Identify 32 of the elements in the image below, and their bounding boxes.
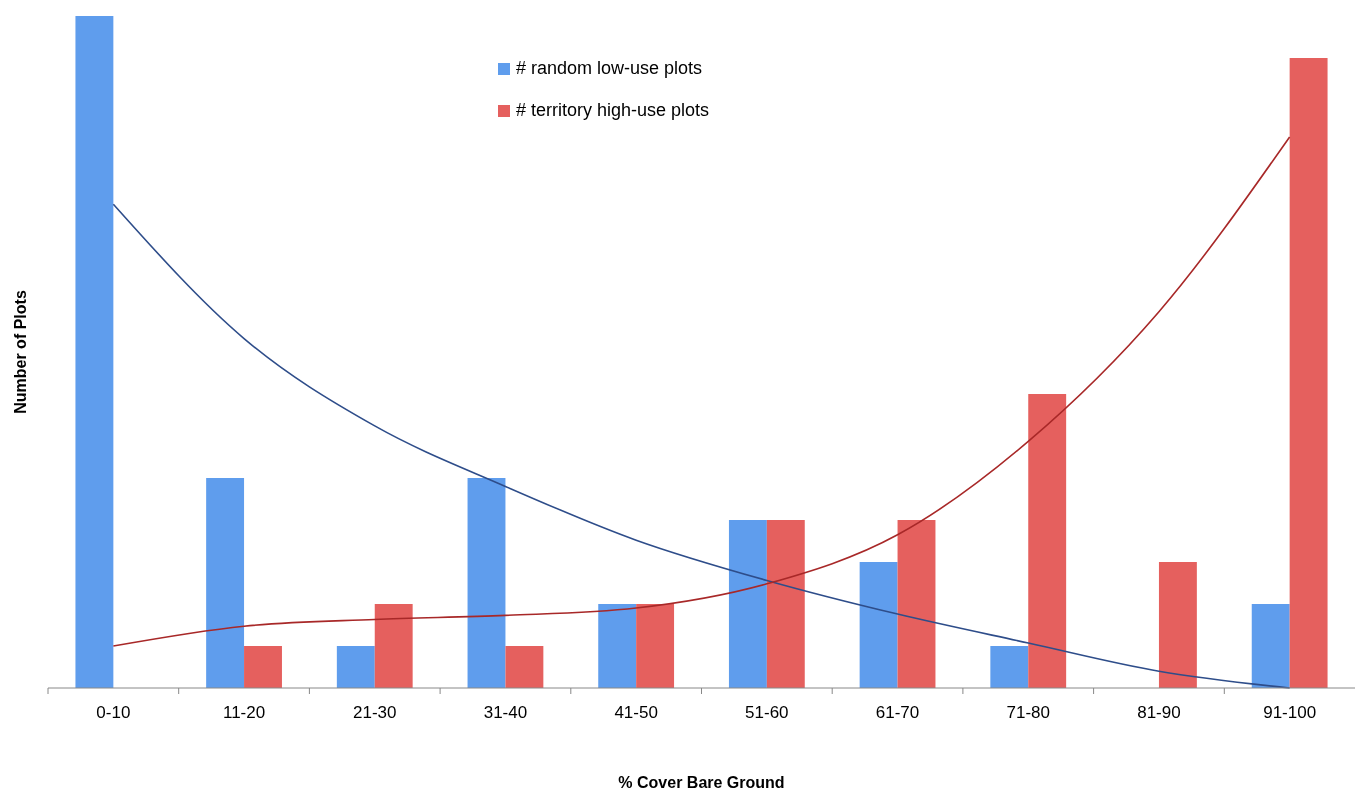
bar bbox=[374, 604, 413, 688]
bar bbox=[1028, 394, 1067, 688]
bar bbox=[206, 478, 245, 688]
x-tick-label: 71-80 bbox=[1006, 703, 1050, 722]
bar bbox=[467, 478, 506, 688]
legend-label: # random low-use plots bbox=[516, 58, 703, 78]
x-tick-label: 41-50 bbox=[614, 703, 658, 722]
y-axis-title: Number of Plots bbox=[12, 290, 29, 414]
bar bbox=[636, 604, 675, 688]
x-tick-label: 0-10 bbox=[96, 703, 131, 722]
x-axis-title: % Cover Bare Ground bbox=[618, 774, 785, 791]
x-tick-label: 31-40 bbox=[483, 703, 528, 722]
bar bbox=[505, 646, 544, 688]
x-tick-label: 61-70 bbox=[875, 703, 920, 722]
legend-label: # territory high-use plots bbox=[516, 100, 710, 120]
bar bbox=[598, 604, 637, 688]
bar bbox=[990, 646, 1029, 688]
x-tick-label: 91-100 bbox=[1263, 703, 1317, 722]
bar bbox=[728, 520, 767, 688]
x-tick-label: 21-30 bbox=[353, 703, 397, 722]
bar bbox=[1158, 562, 1197, 688]
bar bbox=[1289, 58, 1328, 688]
bar bbox=[1251, 604, 1290, 688]
x-tick-label: 51-60 bbox=[745, 703, 789, 722]
x-tick-label: 81-90 bbox=[1137, 703, 1181, 722]
bar bbox=[897, 520, 936, 688]
bar bbox=[859, 562, 898, 688]
bar bbox=[244, 646, 282, 688]
bar bbox=[336, 646, 375, 688]
bar bbox=[766, 520, 805, 688]
x-tick-label: 11-20 bbox=[222, 703, 266, 722]
bar bbox=[75, 16, 114, 688]
